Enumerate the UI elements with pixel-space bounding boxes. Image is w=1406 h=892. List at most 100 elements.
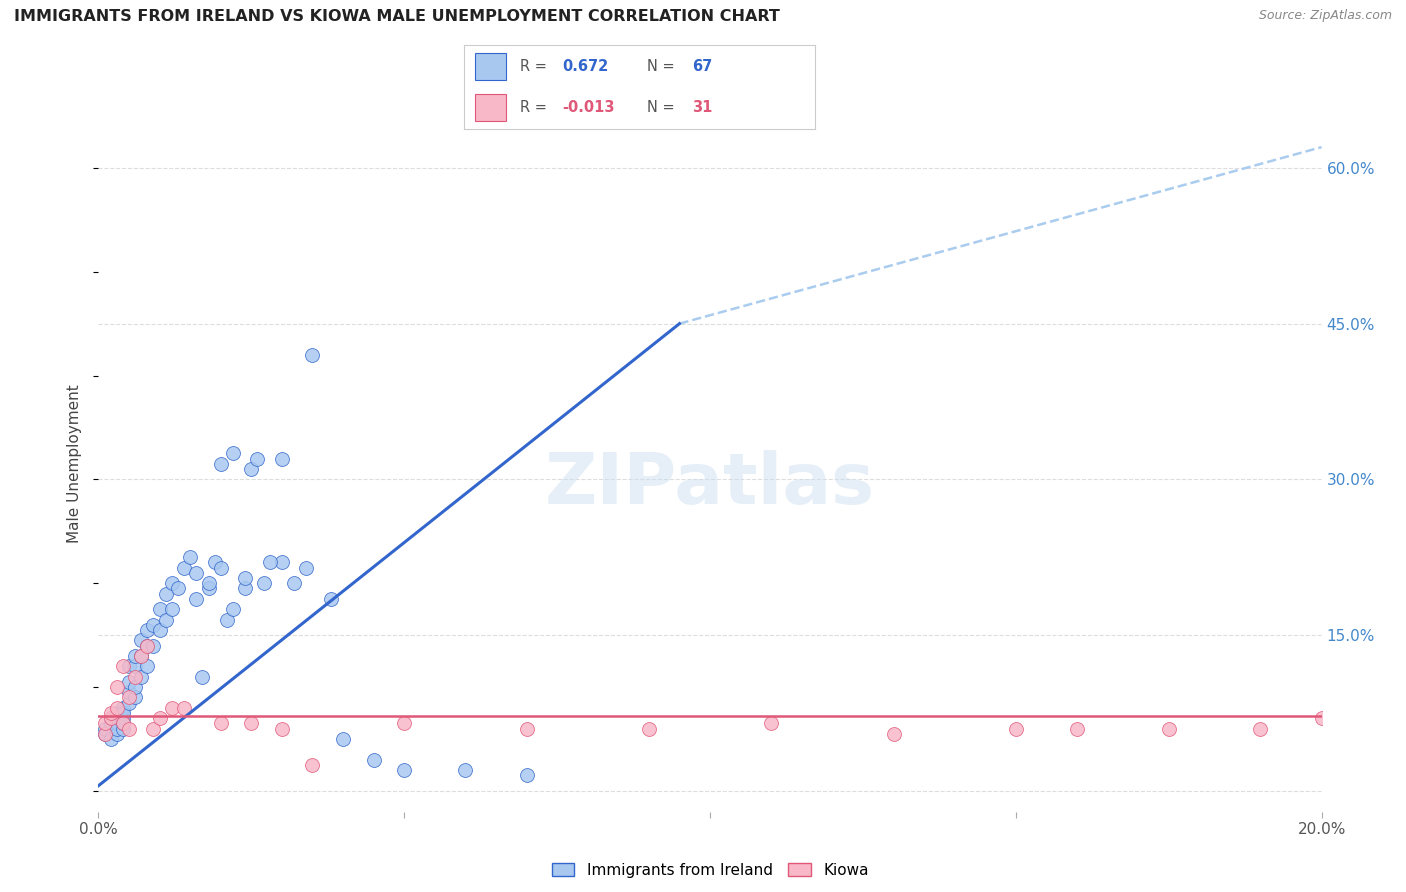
Point xyxy=(332,732,354,747)
Text: -0.013: -0.013 xyxy=(562,100,614,115)
Point xyxy=(100,732,122,747)
Point xyxy=(283,576,305,591)
Point xyxy=(167,582,190,596)
Point xyxy=(105,716,128,731)
Point xyxy=(1004,722,1026,736)
Point xyxy=(392,716,416,731)
Legend: Immigrants from Ireland, Kiowa: Immigrants from Ireland, Kiowa xyxy=(546,857,875,884)
FancyBboxPatch shape xyxy=(475,94,506,120)
Point xyxy=(270,722,292,736)
Point xyxy=(1249,722,1271,736)
Point xyxy=(222,602,245,616)
Point xyxy=(155,613,177,627)
Point xyxy=(233,571,256,585)
Point xyxy=(124,670,146,684)
Point xyxy=(100,711,122,725)
Point xyxy=(124,690,146,705)
Point xyxy=(191,670,214,684)
Point xyxy=(129,633,152,648)
Text: ZIPatlas: ZIPatlas xyxy=(546,450,875,519)
Point xyxy=(637,722,661,736)
Point xyxy=(186,591,208,606)
Point xyxy=(105,722,128,736)
Text: N =: N = xyxy=(647,100,675,115)
Point xyxy=(129,648,152,663)
Point xyxy=(186,566,208,580)
Point xyxy=(197,582,219,596)
Point xyxy=(149,602,172,616)
Point xyxy=(1157,722,1180,736)
Point xyxy=(233,582,256,596)
Point xyxy=(118,690,141,705)
Point xyxy=(301,348,323,362)
Point xyxy=(160,602,183,616)
Text: 67: 67 xyxy=(693,59,713,74)
Point xyxy=(118,674,141,689)
Point xyxy=(118,685,141,699)
Point xyxy=(454,763,477,777)
Point xyxy=(136,623,159,637)
Point xyxy=(197,576,219,591)
Point xyxy=(149,623,172,637)
Point xyxy=(136,639,159,653)
Point xyxy=(100,706,122,720)
Point xyxy=(179,550,201,565)
Point xyxy=(173,701,195,715)
Point xyxy=(93,727,115,741)
Point xyxy=(759,716,782,731)
Point xyxy=(160,701,183,715)
Point xyxy=(240,462,263,476)
Point xyxy=(124,659,146,673)
Point xyxy=(111,711,134,725)
Point xyxy=(516,722,538,736)
Point xyxy=(301,758,323,772)
Point xyxy=(93,716,115,731)
Point xyxy=(129,670,152,684)
Point xyxy=(204,556,226,570)
Point xyxy=(93,727,115,741)
Point xyxy=(105,727,128,741)
Point xyxy=(105,701,128,715)
Text: R =: R = xyxy=(520,100,547,115)
Point xyxy=(100,716,122,731)
Point xyxy=(142,617,165,632)
Text: R =: R = xyxy=(520,59,547,74)
Point xyxy=(240,716,263,731)
Text: N =: N = xyxy=(647,59,675,74)
Point xyxy=(1310,711,1333,725)
Point xyxy=(105,680,128,694)
Point xyxy=(222,446,245,460)
Point xyxy=(118,696,141,710)
Point xyxy=(124,680,146,694)
Point xyxy=(160,576,183,591)
Point xyxy=(142,639,165,653)
Point xyxy=(111,706,134,720)
Point xyxy=(215,613,238,627)
Point xyxy=(111,722,134,736)
Point xyxy=(111,659,134,673)
Point xyxy=(124,648,146,663)
Point xyxy=(129,648,152,663)
Point xyxy=(363,753,385,767)
Point xyxy=(155,587,177,601)
Y-axis label: Male Unemployment: Male Unemployment xyxy=(67,384,83,543)
Text: 31: 31 xyxy=(693,100,713,115)
Text: IMMIGRANTS FROM IRELAND VS KIOWA MALE UNEMPLOYMENT CORRELATION CHART: IMMIGRANTS FROM IRELAND VS KIOWA MALE UN… xyxy=(14,9,780,24)
FancyBboxPatch shape xyxy=(475,54,506,80)
Point xyxy=(111,716,134,731)
Point xyxy=(270,556,292,570)
Point xyxy=(516,768,538,782)
Point xyxy=(93,722,115,736)
Text: 0.672: 0.672 xyxy=(562,59,609,74)
Point xyxy=(118,659,141,673)
Point xyxy=(209,560,232,574)
Point xyxy=(173,560,195,574)
Point xyxy=(319,591,342,606)
Point xyxy=(252,576,274,591)
Point xyxy=(270,451,292,466)
Point xyxy=(118,722,141,736)
Point xyxy=(1066,722,1088,736)
Point xyxy=(142,722,165,736)
Point xyxy=(392,763,416,777)
Point xyxy=(136,659,159,673)
